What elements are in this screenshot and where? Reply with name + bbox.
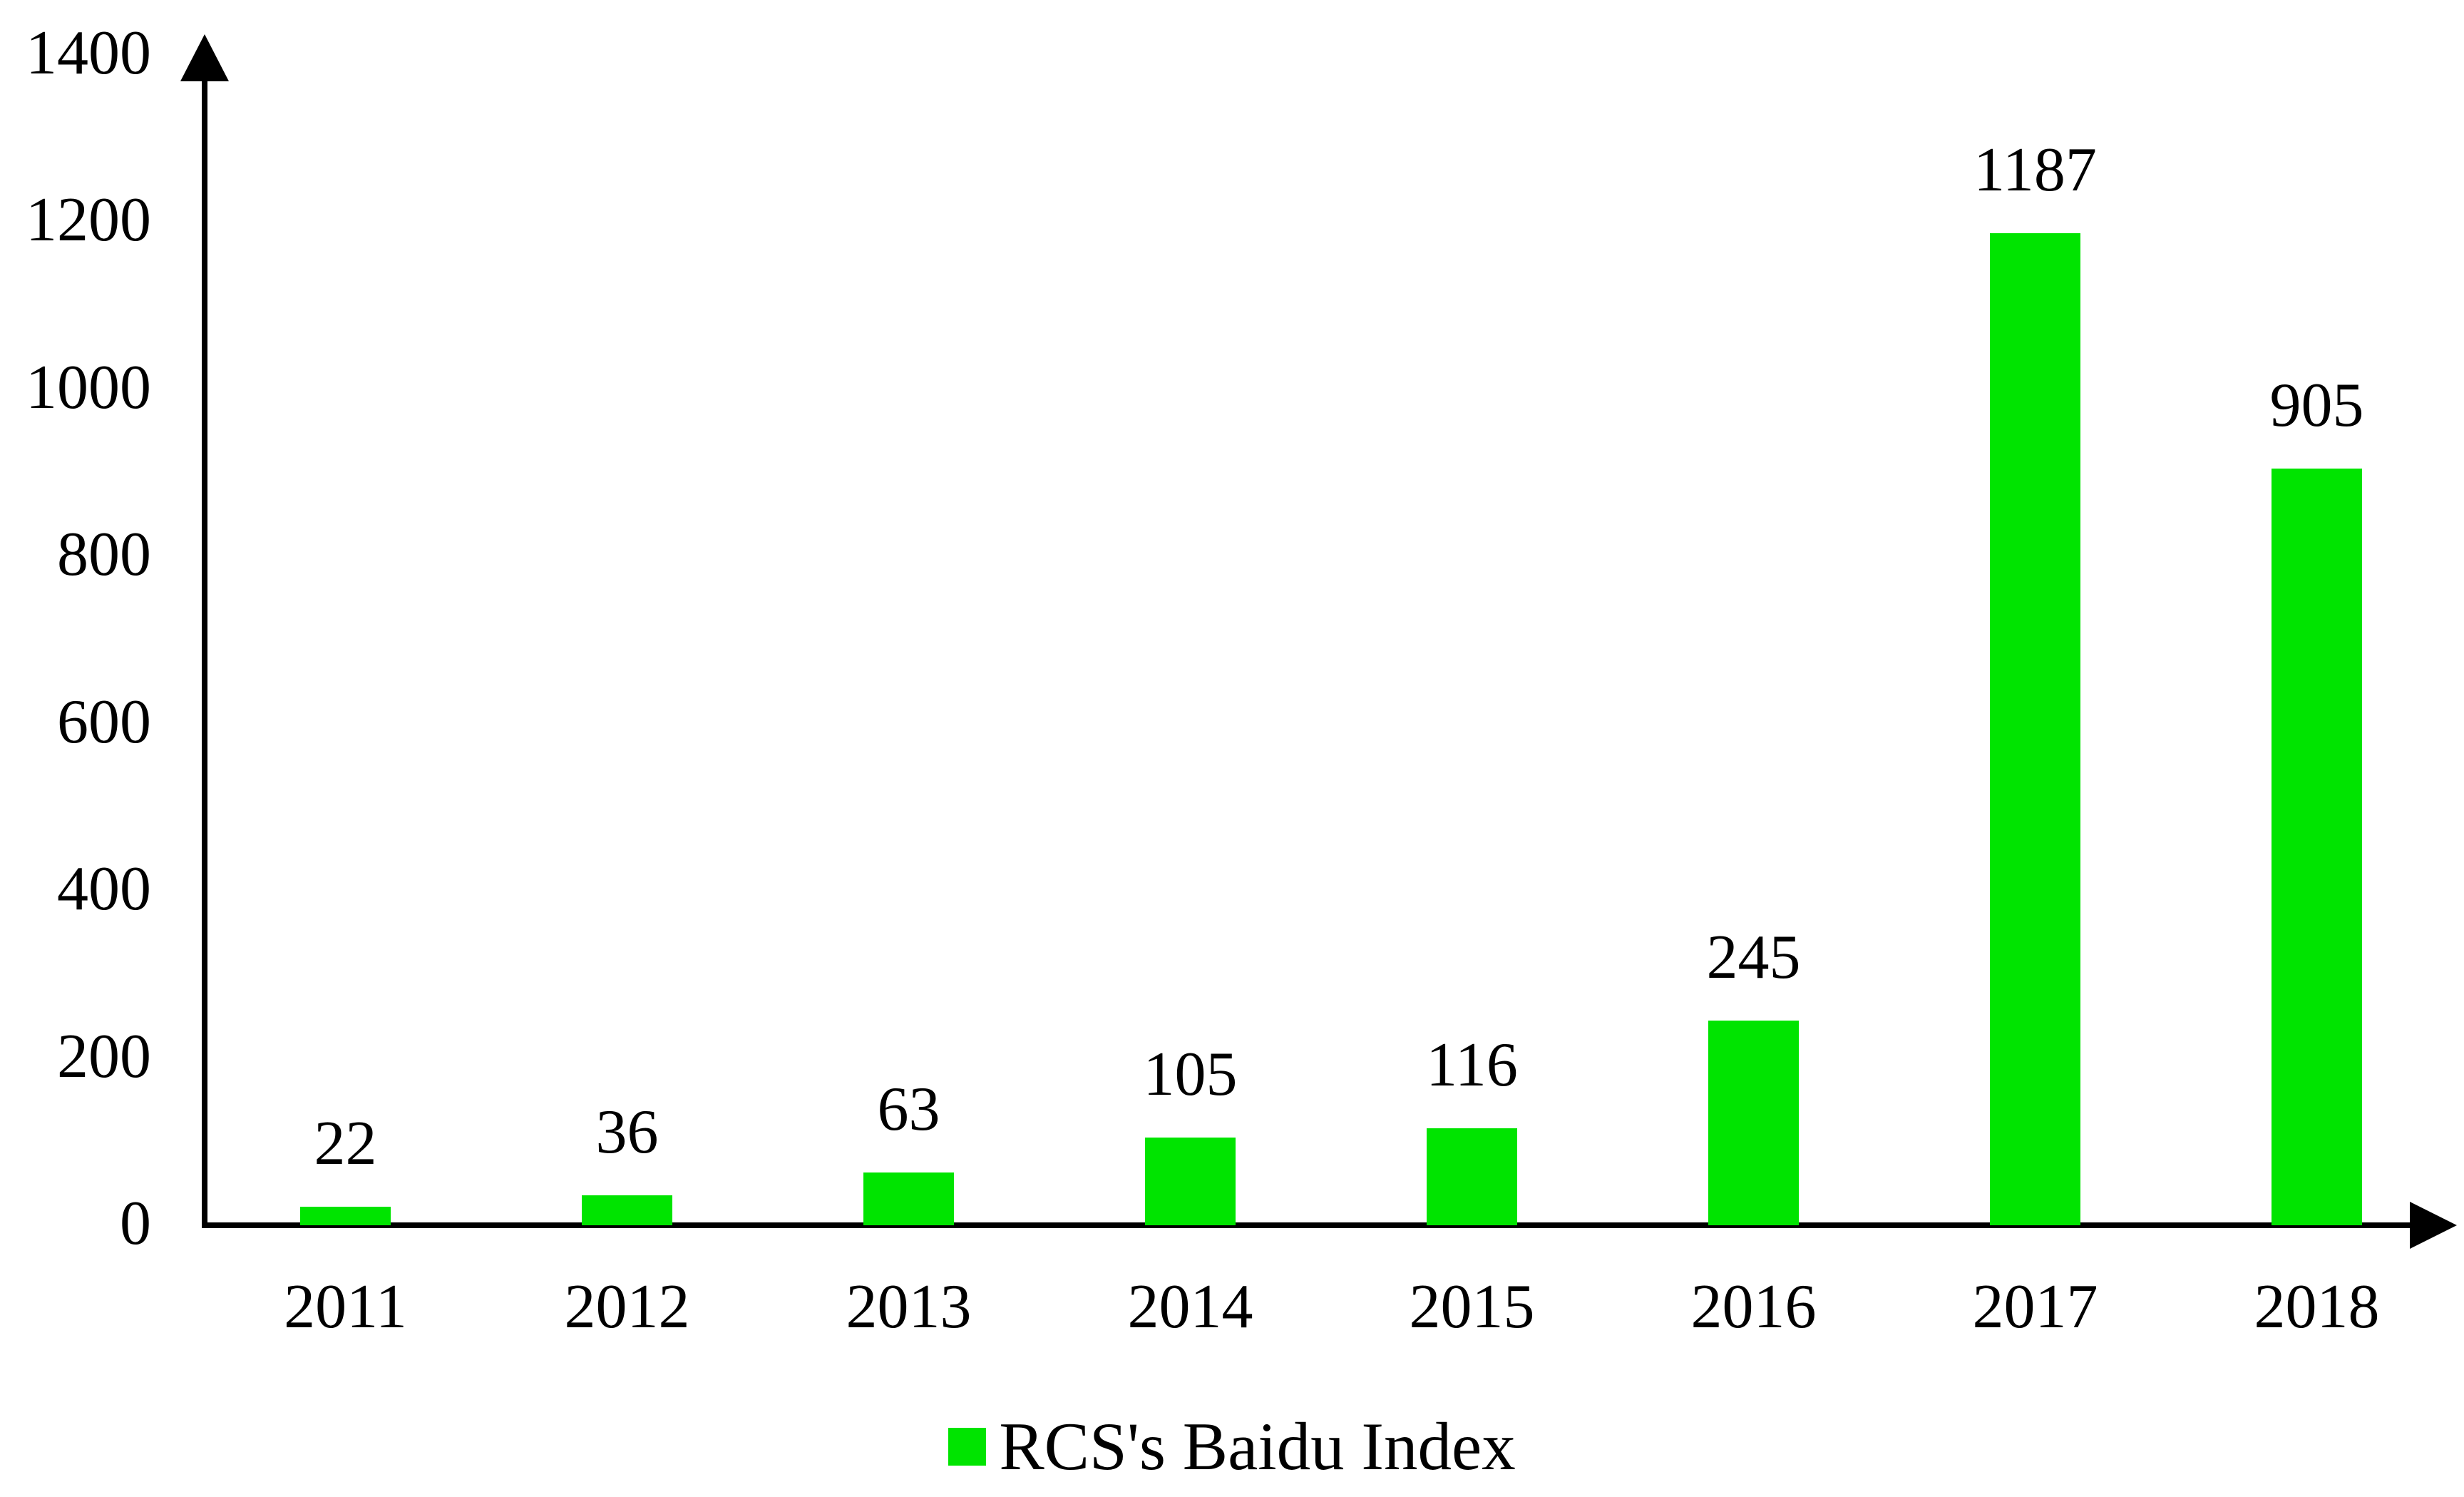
bar-value-label: 63 [877, 1075, 940, 1145]
bar-slot: 905 [2176, 55, 2458, 1225]
bar-2016 [1708, 1020, 1799, 1225]
legend-swatch [948, 1427, 987, 1466]
bar-2015 [1427, 1128, 1517, 1225]
legend: RCS's Baidu Index [0, 1396, 2464, 1496]
bar-slot: 63 [768, 55, 1049, 1225]
legend-label: RCS's Baidu Index [999, 1409, 1516, 1484]
x-tick-label: 2017 [1972, 1272, 2098, 1342]
y-tick-label: 200 [57, 1021, 151, 1091]
y-tick-label: 600 [57, 687, 151, 757]
y-tick-label: 1200 [26, 185, 151, 255]
y-tick-label: 400 [57, 854, 151, 924]
x-tick-label: 2012 [564, 1272, 690, 1342]
y-axis-tick-labels: 0 200 400 600 800 1000 1200 1400 [0, 0, 155, 1497]
bar-slot: 105 [1049, 55, 1331, 1225]
y-tick-label: 1400 [26, 19, 151, 88]
bar-slot: 1187 [1894, 55, 2176, 1225]
y-tick-label: 800 [57, 520, 151, 590]
bar-value-label: 105 [1143, 1039, 1238, 1109]
y-tick-label: 1000 [26, 352, 151, 422]
bar-2014 [1145, 1137, 1236, 1225]
bar-value-label: 1187 [1973, 135, 2097, 205]
x-tick-label: 2015 [1409, 1272, 1535, 1342]
x-tick-label: 2011 [284, 1272, 407, 1342]
bar-2017 [1990, 233, 2080, 1225]
x-axis-line [202, 1222, 2415, 1228]
bar-value-label: 116 [1426, 1031, 1518, 1100]
bar-slot: 116 [1331, 55, 1613, 1225]
bar-2013 [863, 1172, 954, 1225]
y-axis-line [202, 80, 207, 1228]
bar-2011 [300, 1207, 391, 1225]
x-tick-label: 2018 [2254, 1272, 2380, 1342]
plot-area: 22 36 63 105 116 245 1187 905 [205, 55, 2458, 1225]
bar-value-label: 905 [2269, 371, 2364, 441]
bar-value-label: 22 [314, 1109, 377, 1179]
bar-2012 [582, 1195, 672, 1225]
y-axis-arrow-icon [180, 34, 229, 81]
x-axis-tick-labels: 2011 2012 2013 2014 2015 2016 2017 2018 [205, 1273, 2458, 1342]
x-axis-arrow-icon [2410, 1202, 2457, 1249]
bar-slot: 245 [1613, 55, 1894, 1225]
bar-value-label: 36 [595, 1097, 659, 1167]
x-tick-label: 2013 [846, 1272, 972, 1342]
bar-slot: 36 [486, 55, 768, 1225]
x-tick-label: 2016 [1690, 1272, 1817, 1342]
x-tick-label: 2014 [1127, 1272, 1253, 1342]
bar-2018 [2272, 469, 2362, 1225]
bar-slot: 22 [205, 55, 486, 1225]
y-tick-label: 0 [120, 1189, 151, 1258]
bar-value-label: 245 [1706, 922, 1801, 992]
